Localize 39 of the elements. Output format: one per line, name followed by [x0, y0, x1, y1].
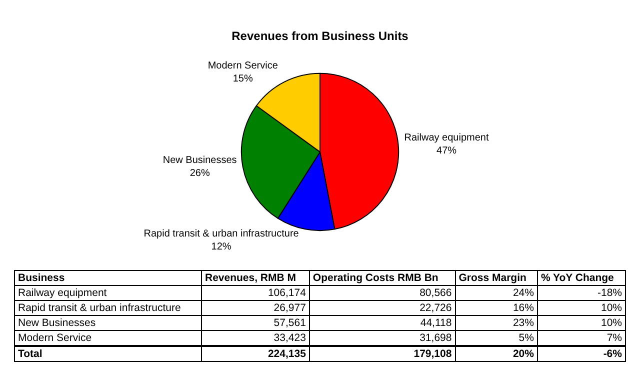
- data-label: 12%: [211, 242, 232, 253]
- text: 33,423: [274, 332, 306, 344]
- text: 80,566: [420, 287, 452, 299]
- text: 106,174: [268, 287, 306, 299]
- text: 26,977: [274, 302, 306, 314]
- text: 31,698: [420, 332, 452, 344]
- text: -18%: [597, 287, 622, 299]
- text: 224,135: [268, 348, 306, 360]
- category-label: Total: [18, 348, 42, 360]
- text: 10%: [600, 317, 622, 329]
- text: 5%: [518, 332, 534, 344]
- text: 57,561: [274, 317, 306, 329]
- slice-label: Rapid transit & urban infrastructure: [144, 228, 300, 240]
- data-label: 15%: [232, 73, 253, 84]
- category-label: % YoY Change: [537, 270, 626, 286]
- data-label: 47%: [436, 145, 457, 156]
- text: 22,726: [420, 302, 452, 314]
- chart-title: Revenues from Business Units: [232, 28, 409, 43]
- category-label: Modern Service: [18, 332, 92, 344]
- category-label: Operating Costs RMB Bn: [309, 270, 456, 286]
- text: 24%: [512, 287, 534, 299]
- text: 7%: [606, 332, 622, 344]
- text: 179,108: [414, 348, 452, 360]
- text: 20%: [512, 348, 534, 360]
- slice-label: Railway equipment: [404, 132, 489, 144]
- category-label: Gross Margin: [455, 270, 538, 286]
- slice-label: Modern Service: [208, 60, 278, 72]
- category-label: New Businesses: [18, 317, 96, 329]
- category-label: Revenues, RMB M: [201, 270, 310, 286]
- category-label: Business: [14, 270, 202, 286]
- text: -6%: [603, 348, 622, 360]
- category-label: Rapid transit & urban infrastructure: [18, 302, 181, 314]
- data-label: 26%: [190, 168, 210, 180]
- slice-label: New Businesses: [162, 155, 237, 166]
- text: 16%: [512, 302, 534, 314]
- category-label: Railway equipment: [18, 287, 107, 299]
- text: 10%: [600, 302, 622, 314]
- text: 23%: [512, 317, 534, 329]
- text: 44,118: [420, 317, 452, 329]
